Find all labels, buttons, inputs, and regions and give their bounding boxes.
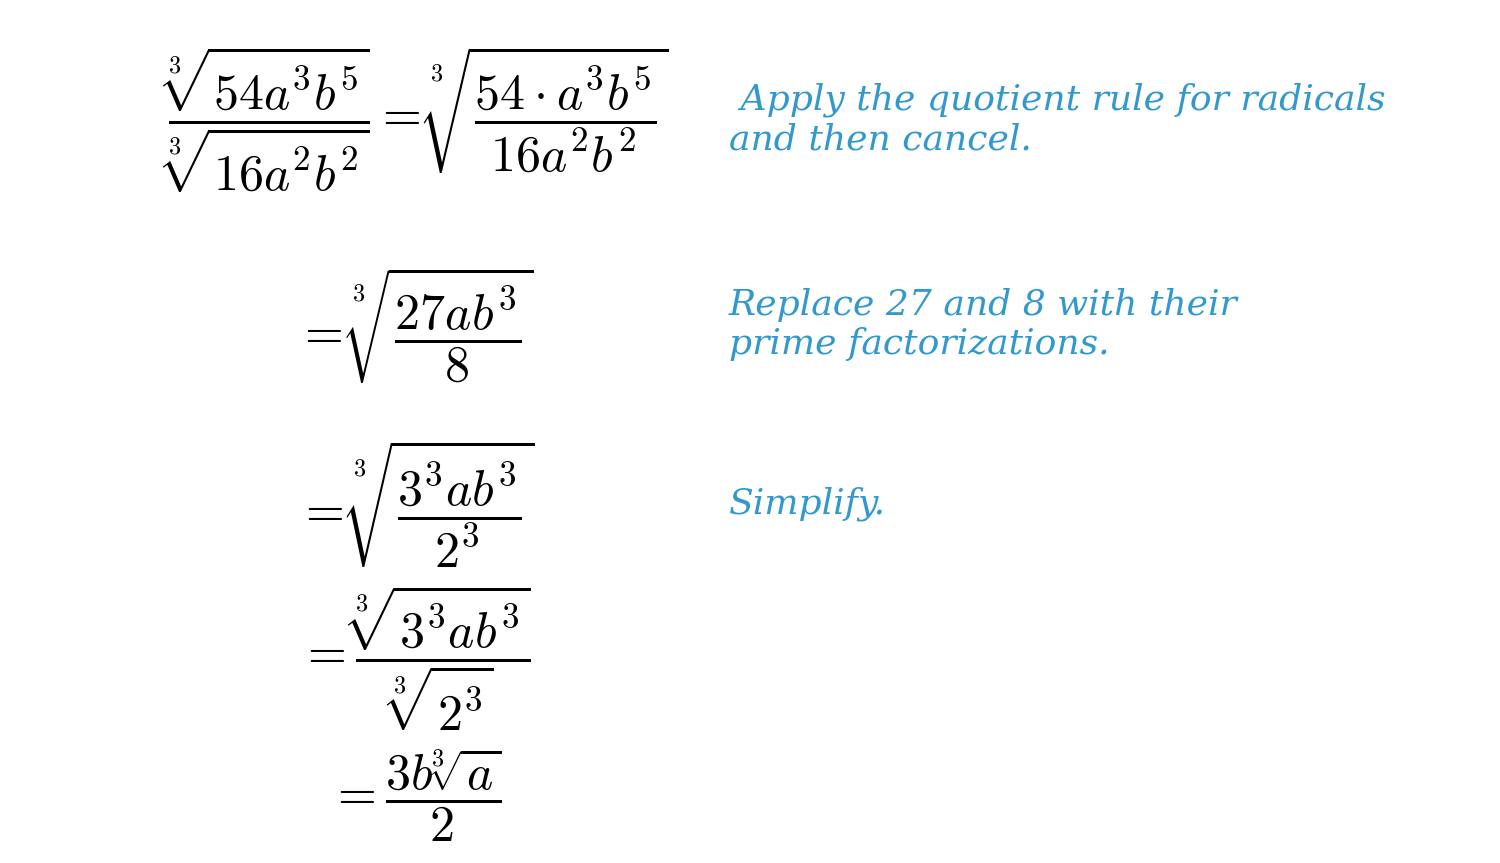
Text: $\dfrac{\sqrt[3]{54a^3b^5}}{\sqrt[3]{16a^2b^2}} = \sqrt[3]{\dfrac{54 \cdot a^3b^: $\dfrac{\sqrt[3]{54a^3b^5}}{\sqrt[3]{16a… <box>160 44 669 195</box>
Text: $= \dfrac{\sqrt[3]{3^3 ab^3}}{\sqrt[3]{2^3}}$: $= \dfrac{\sqrt[3]{3^3 ab^3}}{\sqrt[3]{2… <box>300 583 531 733</box>
Text: Apply the quotient rule for radicals
and then cancel.: Apply the quotient rule for radicals and… <box>729 83 1384 156</box>
Text: Simplify.: Simplify. <box>729 487 885 521</box>
Text: $= \dfrac{3b\sqrt[3]{a}}{2}$: $= \dfrac{3b\sqrt[3]{a}}{2}$ <box>328 746 501 843</box>
Text: $= \sqrt[3]{\dfrac{3^3 ab^3}{2^3}}$: $= \sqrt[3]{\dfrac{3^3 ab^3}{2^3}}$ <box>297 438 534 570</box>
Text: $= \sqrt[3]{\dfrac{27ab^3}{8}}$: $= \sqrt[3]{\dfrac{27ab^3}{8}}$ <box>297 265 534 385</box>
Text: Replace 27 and 8 with their
prime factorizations.: Replace 27 and 8 with their prime factor… <box>729 288 1238 362</box>
